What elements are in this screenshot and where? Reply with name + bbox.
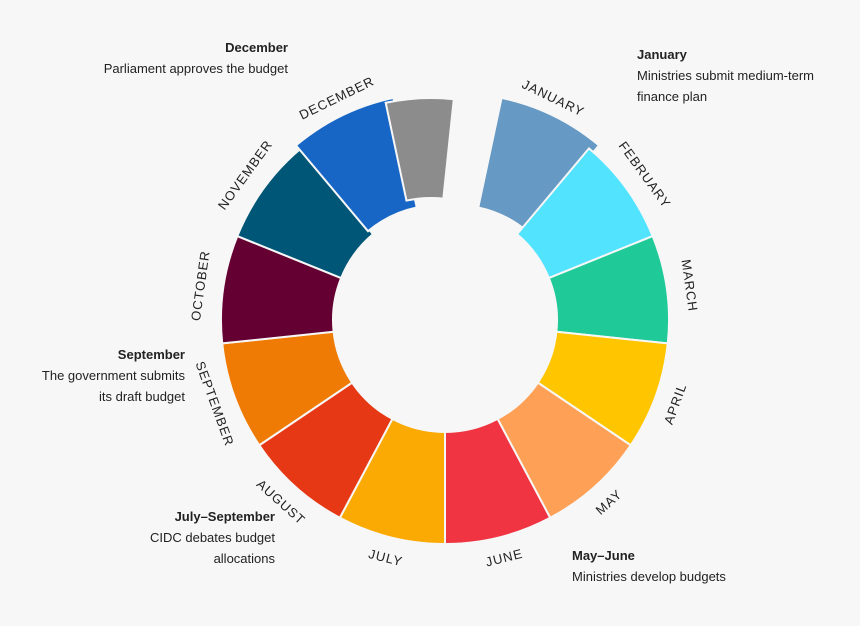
note-may-june-desc: Ministries develop budgets [572, 569, 726, 584]
note-september: September The government submits its dra… [42, 344, 185, 407]
note-july-september-desc: CIDC debates budget allocations [149, 530, 275, 566]
segment-december [294, 96, 418, 233]
note-july-september-title: July–September [174, 509, 275, 524]
month-segments [220, 96, 670, 546]
month-label-march: MARCH [679, 258, 701, 312]
note-may-june: May–June Ministries develop budgets [572, 545, 726, 587]
note-september-title: September [117, 347, 185, 362]
month-label-april: APRIL [661, 381, 690, 426]
month-label-july: JULY [367, 546, 404, 569]
note-january-desc: Ministries submit medium-term finance pl… [637, 68, 814, 104]
note-december-desc: Parliament approves the budget [103, 61, 288, 76]
month-label-may: MAY [593, 486, 625, 517]
note-january-title: January [637, 47, 687, 62]
month-label-june: JUNE [484, 546, 524, 570]
note-september-desc: The government submits its draft budget [41, 368, 185, 404]
note-december: December Parliament approves the budget [104, 37, 288, 79]
segment-gap [384, 97, 455, 202]
note-may-june-title: May–June [572, 548, 635, 563]
note-december-title: December [225, 40, 288, 55]
month-label-october: OCTOBER [188, 249, 213, 321]
segment-january [477, 96, 601, 233]
note-january: January Ministries submit medium-term fi… [637, 44, 814, 107]
note-july-september: July–September CIDC debates budget alloc… [150, 506, 275, 569]
